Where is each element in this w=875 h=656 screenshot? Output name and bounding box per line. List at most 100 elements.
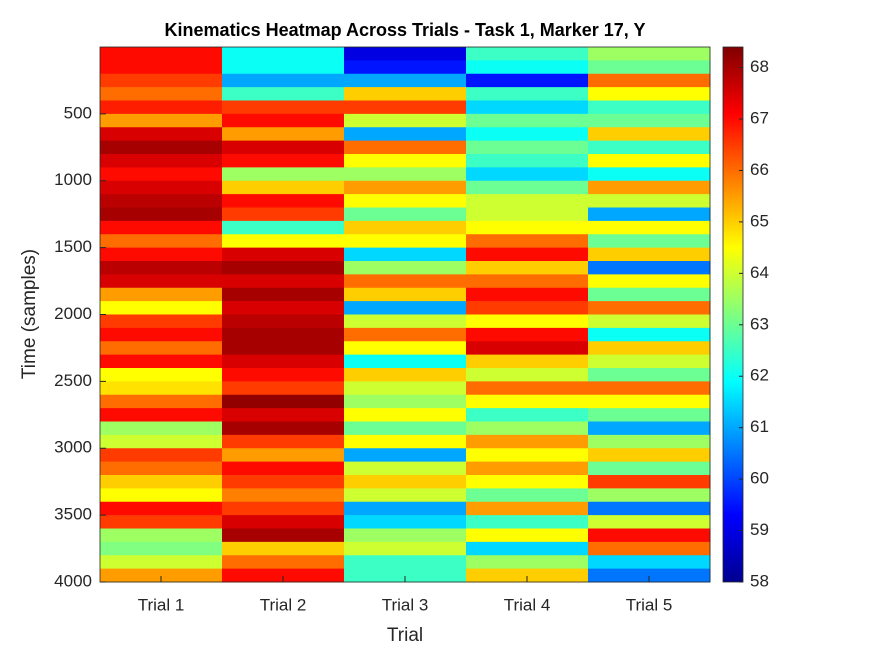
heatmap-cell — [588, 234, 711, 249]
heatmap-cell — [466, 100, 589, 115]
heatmap-cell — [100, 528, 223, 543]
heatmap-cell — [466, 167, 589, 182]
heatmap-cell — [588, 381, 711, 396]
heatmap-cell — [100, 234, 223, 249]
heatmap-cell — [100, 368, 223, 382]
heatmap-cell — [466, 327, 589, 342]
heatmap-cell — [466, 314, 589, 329]
heatmap-cell — [344, 73, 467, 88]
heatmap-cell — [588, 394, 711, 409]
x-axis-label: Trial — [387, 625, 423, 646]
heatmap-cell — [466, 381, 589, 396]
heatmap-cell — [100, 448, 223, 463]
heatmap-cell — [222, 154, 345, 168]
heatmap-cell — [100, 167, 223, 182]
heatmap-cell — [222, 541, 345, 556]
heatmap-cell — [222, 568, 345, 583]
heatmap-cell — [100, 501, 223, 516]
heatmap-cell — [466, 140, 589, 155]
colorbar-tick-label: 65 — [750, 211, 769, 230]
heatmap-cell — [344, 314, 467, 329]
heatmap-cell — [344, 541, 467, 556]
heatmap-cell — [588, 301, 711, 315]
heatmap-cell — [222, 127, 345, 142]
y-tick-label: 500 — [64, 103, 92, 122]
heatmap-cell — [344, 287, 467, 302]
heatmap-cell — [344, 100, 467, 115]
colorbar-tick-label: 61 — [750, 417, 769, 436]
heatmap-cell — [222, 394, 345, 409]
heatmap-cell — [100, 421, 223, 436]
heatmap-cell — [344, 261, 467, 275]
heatmap-cell — [466, 220, 589, 235]
heatmap-cell — [588, 327, 711, 342]
chart-title: Kinematics Heatmap Across Trials - Task … — [165, 20, 646, 40]
heatmap-cell — [222, 234, 345, 249]
heatmap-cell — [588, 140, 711, 155]
heatmap-cell — [344, 247, 467, 262]
heatmap-cell — [222, 274, 345, 289]
heatmap-cell — [100, 274, 223, 289]
heatmap-cell — [466, 475, 589, 489]
heatmap-cell — [100, 341, 223, 356]
heatmap-cell — [466, 234, 589, 249]
heatmap-cell — [222, 100, 345, 115]
heatmap-cell — [222, 87, 345, 101]
heatmap-cell — [100, 475, 223, 489]
heatmap-cell — [466, 247, 589, 262]
y-tick-label: 2500 — [54, 371, 92, 390]
colorbar-tick-label: 67 — [750, 109, 769, 128]
heatmap-cell — [222, 301, 345, 315]
y-tick-label: 4000 — [54, 571, 92, 590]
heatmap-cell — [344, 207, 467, 222]
heatmap-cell — [588, 113, 711, 128]
heatmap-cell — [466, 274, 589, 289]
x-tick-label: Trial 4 — [504, 595, 551, 614]
heatmap-cell — [100, 541, 223, 556]
heatmap-cell — [344, 180, 467, 195]
heatmap-cell — [588, 528, 711, 543]
heatmap-cell — [222, 421, 345, 436]
heatmap-cell — [100, 394, 223, 409]
heatmap-cell — [344, 394, 467, 409]
heatmap-cell — [588, 127, 711, 142]
heatmap-cell — [344, 488, 467, 503]
heatmap-cell — [466, 180, 589, 195]
y-axis-label: Time (samples) — [19, 249, 40, 379]
heatmap-cell — [100, 327, 223, 342]
colorbar-tick-label: 63 — [750, 314, 769, 333]
heatmap-cell — [100, 180, 223, 195]
heatmap-cell — [466, 113, 589, 128]
heatmap-cell — [100, 194, 223, 208]
heatmap-cell — [222, 368, 345, 382]
heatmap-cell — [344, 354, 467, 369]
heatmap-cell — [222, 327, 345, 342]
heatmap-cell — [222, 408, 345, 422]
heatmap-cell — [222, 113, 345, 128]
heatmap-cell — [344, 555, 467, 570]
heatmap-cell — [466, 515, 589, 529]
heatmap-cell — [100, 154, 223, 168]
heatmap-cell — [222, 515, 345, 529]
heatmap-cell — [588, 47, 711, 61]
heatmap-cell — [466, 287, 589, 302]
heatmap-cell — [344, 140, 467, 155]
heatmap-cell — [466, 528, 589, 543]
heatmap-cell — [100, 488, 223, 503]
heatmap-cell — [222, 247, 345, 262]
heatmap-cell — [222, 488, 345, 503]
colorbar-tick-label: 59 — [750, 520, 769, 539]
heatmap-cell — [588, 287, 711, 302]
heatmap-cell — [466, 341, 589, 356]
heatmap-cell — [588, 421, 711, 436]
heatmap-cell — [100, 381, 223, 396]
colorbar-tick-label: 68 — [750, 57, 769, 76]
heatmap-cell — [466, 448, 589, 463]
heatmap-cell — [222, 220, 345, 235]
x-tick-label: Trial 5 — [626, 595, 673, 614]
heatmap-cell — [344, 127, 467, 142]
x-tick-label: Trial 3 — [382, 595, 429, 614]
heatmap-cell — [344, 234, 467, 249]
